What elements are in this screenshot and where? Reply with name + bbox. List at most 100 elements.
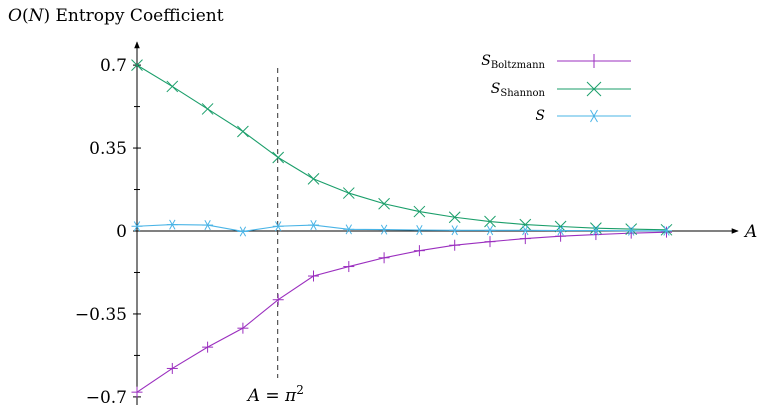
data-point [555, 230, 567, 242]
y-tick-label: 0.7 [100, 56, 127, 76]
data-point [449, 239, 461, 251]
marker-spoke [522, 225, 529, 236]
data-point [272, 221, 284, 232]
data-point [413, 205, 426, 218]
data-point [625, 223, 638, 235]
legend-label: SShannon [491, 81, 546, 99]
data-point [590, 225, 602, 236]
data-point [661, 226, 672, 238]
marker-spoke [557, 225, 564, 236]
series-s-line [136, 224, 667, 233]
data-point [131, 386, 143, 398]
data-point [587, 109, 601, 123]
legend-entry: S [535, 108, 631, 124]
y-tick-label: 0 [116, 222, 127, 242]
series-s [131, 219, 672, 237]
x-axis-title: A [743, 222, 757, 242]
data-point [484, 236, 496, 248]
data-point [202, 220, 214, 231]
marker-diag2 [378, 197, 390, 210]
data-point [237, 226, 249, 237]
y-tick-label: −0.35 [75, 305, 127, 325]
data-point [308, 270, 319, 282]
data-point [131, 221, 143, 232]
data-point [307, 173, 320, 185]
marker-diag2 [166, 80, 179, 93]
data-point [413, 245, 425, 257]
data-point [166, 362, 178, 374]
marker-spoke [663, 225, 670, 236]
marker-spoke [486, 225, 494, 236]
data-point [661, 225, 672, 236]
marker-diag2 [625, 223, 638, 235]
data-point [625, 225, 637, 236]
marker-spoke [590, 109, 598, 123]
legend-entry: SBoltzmann [481, 53, 631, 71]
reference-vline-label: A = π2 [246, 383, 304, 406]
marker-diag2 [448, 211, 461, 224]
legend-entry: SShannon [491, 81, 631, 99]
y-tick-label: 0.35 [89, 139, 127, 159]
marker-spoke [416, 225, 423, 236]
data-point [448, 211, 461, 224]
data-point [484, 225, 496, 236]
marker-diag2 [519, 218, 532, 231]
data-point [131, 59, 143, 71]
data-point [378, 197, 390, 210]
data-point [590, 222, 602, 235]
series-s-boltzmann-line [136, 231, 667, 393]
marker-spoke [451, 225, 458, 236]
marker-spoke [310, 220, 317, 231]
data-point [519, 225, 531, 236]
series-s-boltzmann [131, 226, 672, 398]
data-point [555, 225, 567, 236]
marker-diag2 [131, 59, 143, 71]
data-point [342, 187, 355, 199]
marker-spoke [204, 220, 211, 231]
data-point [484, 215, 496, 228]
data-point [378, 252, 390, 264]
marker-diag2 [237, 125, 249, 138]
marker-spoke [345, 224, 352, 235]
data-point [202, 341, 214, 353]
marker-spoke [628, 225, 635, 236]
series-s-shannon [131, 59, 673, 236]
marker-spoke [275, 221, 282, 232]
y-axis-title: O(N) Entropy Coefficient [8, 6, 224, 26]
marker-diag2 [586, 81, 602, 97]
marker-spoke [592, 225, 600, 236]
marker-diag2 [201, 103, 214, 115]
legend-label: SBoltzmann [481, 53, 545, 71]
data-point [237, 322, 249, 334]
data-point [587, 54, 601, 68]
data-point [308, 220, 319, 231]
data-point [519, 233, 531, 245]
data-point [201, 103, 214, 115]
data-point [519, 218, 532, 231]
marker-spoke [169, 219, 176, 230]
marker-diag2 [590, 222, 602, 235]
series-s-shannon-line [136, 64, 667, 231]
data-point [272, 294, 284, 306]
data-point [586, 81, 602, 97]
marker-diag2 [307, 173, 320, 185]
marker-spoke [133, 221, 141, 232]
data-point [343, 224, 355, 235]
marker-spoke [239, 226, 247, 237]
data-point [237, 125, 249, 138]
marker-diag2 [484, 215, 496, 228]
legend-label: S [535, 108, 545, 124]
y-tick-label: −0.7 [86, 388, 127, 408]
data-point [413, 225, 425, 236]
data-point [166, 219, 178, 230]
data-point [449, 225, 461, 236]
marker-diag2 [272, 151, 285, 164]
data-point [166, 80, 179, 93]
marker-diag2 [342, 187, 355, 199]
data-point [378, 224, 390, 235]
data-point [272, 151, 285, 164]
marker-diag2 [413, 205, 426, 218]
data-point [343, 261, 355, 273]
marker-spoke [380, 224, 388, 235]
